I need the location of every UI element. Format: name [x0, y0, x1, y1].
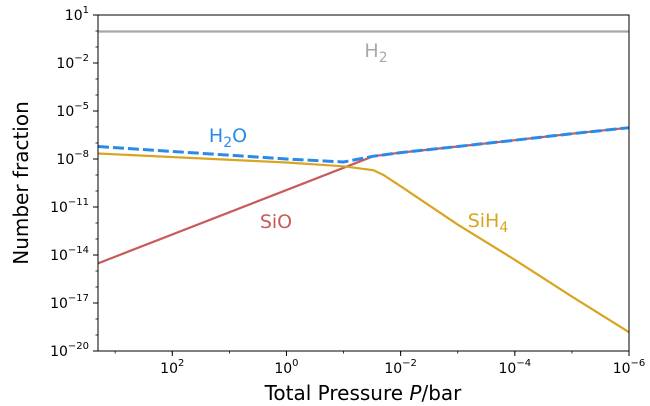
- x-tick-label: 10−4: [499, 358, 532, 377]
- series-label: H2: [364, 40, 387, 66]
- y-tick-label: 101: [65, 5, 89, 24]
- plot-background: [98, 15, 629, 351]
- y-tick-label: 10−2: [56, 53, 89, 72]
- y-tick-label: 10−17: [50, 293, 89, 312]
- y-tick-label: 10−8: [56, 149, 89, 168]
- x-tick-label: 10−2: [384, 358, 417, 377]
- series-label: SiH4: [468, 210, 509, 236]
- y-axis-title: Number fraction: [9, 101, 33, 265]
- plot-frame: [97, 14, 630, 352]
- y-tick-label: 10−5: [56, 101, 89, 120]
- y-axis-ticks: 101 10−2 10−5 10−8 10−11 10−14 10−17 10−20: [50, 5, 98, 360]
- y-tick-label: 10−14: [50, 245, 89, 264]
- series-label: H2O: [209, 125, 247, 151]
- x-tick-label: 100: [274, 358, 298, 377]
- series-label: SiO: [260, 211, 292, 233]
- x-axis-title: Total Pressure P/bar: [264, 381, 463, 405]
- x-tick-label: 102: [160, 358, 184, 377]
- y-tick-label: 10−11: [50, 197, 89, 216]
- y-tick-label: 10−20: [50, 341, 89, 360]
- series-layer: [97, 30, 630, 334]
- series-line-h2o: [97, 126, 630, 164]
- series-line-sih4: [97, 152, 630, 334]
- x-axis-ticks: 102 100 10−2 10−4 10−6: [114, 351, 646, 377]
- series-labels: H2 SiO SiH4 H2O: [209, 40, 508, 236]
- x-tick-label: 10−6: [613, 358, 646, 377]
